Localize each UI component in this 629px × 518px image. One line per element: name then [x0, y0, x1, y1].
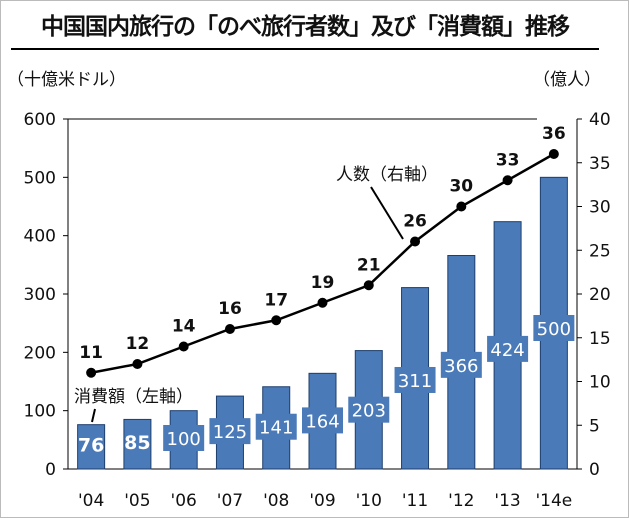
data-label-box [348, 396, 390, 423]
bar-data-label: 125 [213, 422, 247, 443]
line-data-label: 26 [403, 212, 427, 232]
line-point [132, 359, 143, 369]
data-label-box [302, 407, 343, 434]
x-tick-label: '08 [263, 491, 289, 511]
series-line [90, 152, 555, 374]
right-tick-label: 30 [589, 198, 611, 218]
line-point [502, 175, 513, 186]
bar-data-label: 141 [259, 418, 293, 439]
bar-data-label: 424 [490, 340, 524, 361]
line-data-label: 21 [357, 255, 381, 275]
line-data-label: 19 [311, 273, 335, 293]
data-label-box [394, 366, 436, 393]
line-data-label: 16 [218, 299, 242, 319]
bar [123, 418, 152, 470]
right-tick-label: 25 [589, 241, 611, 261]
bar [77, 424, 106, 470]
left-tick-label: 100 [24, 402, 56, 422]
bar-data-label: 76 [78, 435, 104, 457]
left-tick-label: 600 [24, 110, 56, 130]
bar-data-label: 311 [398, 371, 432, 392]
line-point [178, 341, 189, 352]
line-data-label: 12 [126, 334, 150, 354]
chart-title: 中国国内旅行の「のべ旅行者数」及び「消費額」推移 [41, 14, 570, 40]
line-series-annotation: 人数（右軸） [336, 165, 438, 185]
line-data-label: 33 [496, 150, 520, 170]
line-data-label: 36 [542, 124, 566, 144]
bar-data-label: 500 [537, 319, 571, 340]
bar-data-label: 100 [167, 429, 201, 450]
bar-data-label: 164 [305, 411, 339, 432]
bar-data-label: 85 [124, 432, 150, 454]
title-underline [11, 48, 599, 50]
right-tick-label: 0 [589, 460, 600, 480]
x-tick-label: '07 [217, 491, 243, 511]
x-tick-label: '06 [171, 491, 197, 511]
left-tick-label: 200 [24, 343, 56, 363]
x-tick-label: '09 [309, 491, 335, 511]
left-tick-label: 300 [24, 285, 56, 305]
line-point [317, 297, 328, 308]
bar-data-label: 366 [444, 356, 478, 377]
right-tick-label: 20 [589, 285, 611, 305]
line-annotation-leader [370, 186, 404, 240]
line-point [271, 315, 282, 326]
x-tick-label: '05 [124, 491, 150, 511]
line-data-label: 14 [172, 317, 196, 337]
right-tick-label: 5 [589, 416, 600, 436]
x-tick-label: '11 [402, 491, 428, 511]
bar-series-annotation: 消費額（左軸） [74, 387, 193, 407]
right-tick-label: 10 [589, 373, 611, 393]
line-point [224, 324, 235, 334]
data-label-box [209, 418, 251, 445]
line-data-label: 17 [264, 290, 288, 310]
data-label-box [440, 351, 482, 378]
line-point [410, 236, 421, 247]
line-point [548, 149, 559, 159]
bar-annotation-leader [91, 408, 96, 423]
right-axis-unit: （億人） [533, 70, 601, 90]
right-tick-label: 15 [589, 329, 611, 349]
bar-data-label: 203 [352, 401, 386, 422]
data-label-box [255, 413, 297, 440]
line-point [363, 280, 374, 291]
line-data-label: 11 [79, 343, 103, 363]
right-tick-label: 40 [589, 110, 611, 130]
left-axis-unit: （十億米ドル） [7, 70, 126, 90]
x-tick-label: '12 [448, 491, 474, 511]
right-tick-label: 35 [589, 154, 611, 174]
x-tick-label: '10 [356, 491, 382, 511]
left-tick-label: 0 [45, 460, 56, 480]
left-tick-label: 500 [24, 168, 56, 188]
line-point [456, 201, 467, 212]
data-label-box [533, 315, 575, 341]
left-tick-label: 400 [24, 227, 56, 247]
line-point [86, 367, 97, 378]
line-data-label: 30 [449, 177, 473, 197]
data-label-box [163, 425, 205, 451]
x-tick-label: '13 [494, 491, 520, 511]
x-tick-label: '14e [535, 491, 572, 511]
data-label-box [487, 335, 529, 362]
x-tick-label: '04 [78, 491, 104, 511]
